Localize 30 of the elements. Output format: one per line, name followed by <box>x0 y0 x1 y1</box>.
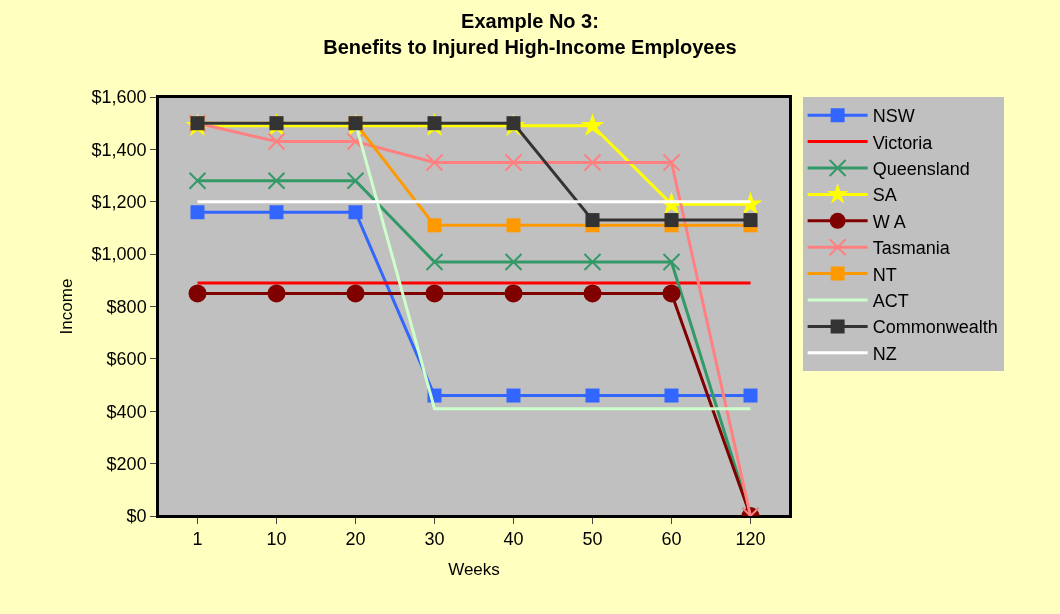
y-tick-label: $1,400 <box>91 139 147 160</box>
y-tick-label: $1,600 <box>91 87 147 108</box>
x-axis-title: Weeks <box>448 560 500 580</box>
legend-label: NSW <box>872 106 915 127</box>
y-tick-label: $800 <box>106 296 147 317</box>
y-axis-title: Income <box>56 278 76 335</box>
y-tick-label: $1,000 <box>91 244 147 265</box>
legend-label: Commonwealth <box>872 317 998 338</box>
x-tick-label: 40 <box>503 529 524 550</box>
chart-title: Example No 3: Benefits to Injured High-Income Employees <box>323 9 737 58</box>
legend-label: Queensland <box>872 159 970 180</box>
legend-label: W A <box>872 211 906 232</box>
legend-label: SA <box>872 185 897 206</box>
legend-label: ACT <box>872 291 909 312</box>
legend-label: NZ <box>872 343 897 364</box>
legend-label: Victoria <box>872 132 934 153</box>
y-tick-label: $400 <box>106 401 147 422</box>
x-tick-label: 50 <box>582 529 603 550</box>
y-tick-label: $600 <box>106 349 147 370</box>
legend-label: Tasmania <box>872 238 951 259</box>
y-tick-label: $0 <box>126 506 147 527</box>
x-tick-label: 60 <box>661 529 682 550</box>
x-tick-label: 1 <box>192 529 203 550</box>
x-tick-label: 120 <box>735 529 766 550</box>
y-tick-label: $1,200 <box>91 192 147 213</box>
legend-label: NT <box>872 264 897 285</box>
x-tick-label: 30 <box>424 529 445 550</box>
y-tick-label: $200 <box>106 453 147 474</box>
x-tick-label: 10 <box>266 529 287 550</box>
x-tick-label: 20 <box>345 529 366 550</box>
